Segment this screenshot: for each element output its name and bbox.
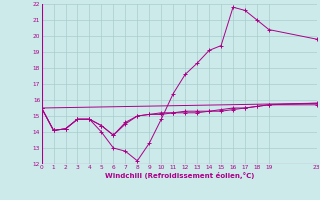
X-axis label: Windchill (Refroidissement éolien,°C): Windchill (Refroidissement éolien,°C) [105, 172, 254, 179]
